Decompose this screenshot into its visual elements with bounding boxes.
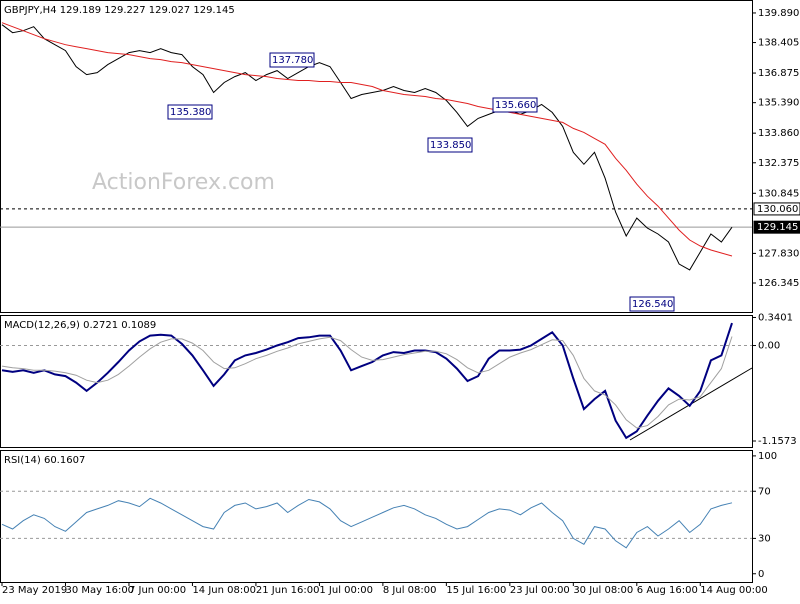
y-tick-label: 139.890 [758,8,799,19]
panel-title: MACD(12,26,9) 0.2721 0.1089 [4,320,156,331]
annotation: 137.780 [272,55,313,66]
y-tick-label: 30 [758,533,771,544]
y-tick-label: 132.375 [758,158,799,169]
series-line [1,22,733,257]
series-line [1,24,733,271]
panel-frame [0,0,753,313]
series-line [1,497,733,549]
x-tick-label: 23 May 2019 [2,585,67,596]
level-label: 129.145 [757,222,798,233]
y-tick-label: 136.875 [758,68,799,79]
watermark: ActionForex.com [92,170,275,195]
panel-title: GBPJPY,H4 129.189 129.227 129.027 129.14… [4,5,235,16]
y-tick-label: 138.405 [758,38,799,49]
y-tick-label: 135.390 [758,98,799,109]
x-tick-label: 14 Aug 00:00 [700,585,767,596]
x-tick-label: 30 May 16:00 [65,585,134,596]
x-tick-label: 1 Jul 00:00 [319,585,373,596]
series-line [1,336,733,429]
y-tick-label: 127.830 [758,248,799,259]
annotation-box [269,52,315,68]
level-label: 130.060 [757,204,798,215]
annotation-box [167,104,213,120]
x-tick-label: 15 Jul 16:00 [446,585,506,596]
x-tick-label: 7 Jun 00:00 [129,585,186,596]
y-tick-label: 0 [758,569,764,580]
y-tick-label: 100 [758,451,777,462]
y-tick-label: -1.1573 [758,436,797,447]
annotation-box [427,137,473,153]
x-tick-label: 30 Jul 08:00 [573,585,633,596]
x-tick-label: 8 Jul 08:00 [383,585,437,596]
x-tick-label: 6 Aug 16:00 [637,585,698,596]
panel-title: RSI(14) 60.1607 [4,455,85,466]
series-line [1,322,733,440]
annotation: 135.660 [495,100,536,111]
y-tick-label: 130.845 [758,188,799,199]
y-tick-label: 0.3401 [758,312,793,323]
annotation: 126.540 [632,299,673,310]
annotation: 133.850 [430,140,471,151]
annotation-box [492,97,538,113]
level-box [753,202,800,216]
y-tick-label: 133.860 [758,128,799,139]
x-tick-label: 14 Jun 08:00 [192,585,256,596]
panel-frame [0,450,753,583]
y-tick-label: 126.345 [758,278,799,289]
level-box [753,220,800,234]
x-tick-label: 21 Jun 16:00 [256,585,320,596]
y-tick-label: 0.00 [758,341,780,352]
y-tick-label: 70 [758,486,771,497]
panel-frame [0,315,753,448]
annotation-box [629,296,675,312]
annotation: 135.380 [170,107,211,118]
x-tick-label: 23 Jul 00:00 [510,585,570,596]
